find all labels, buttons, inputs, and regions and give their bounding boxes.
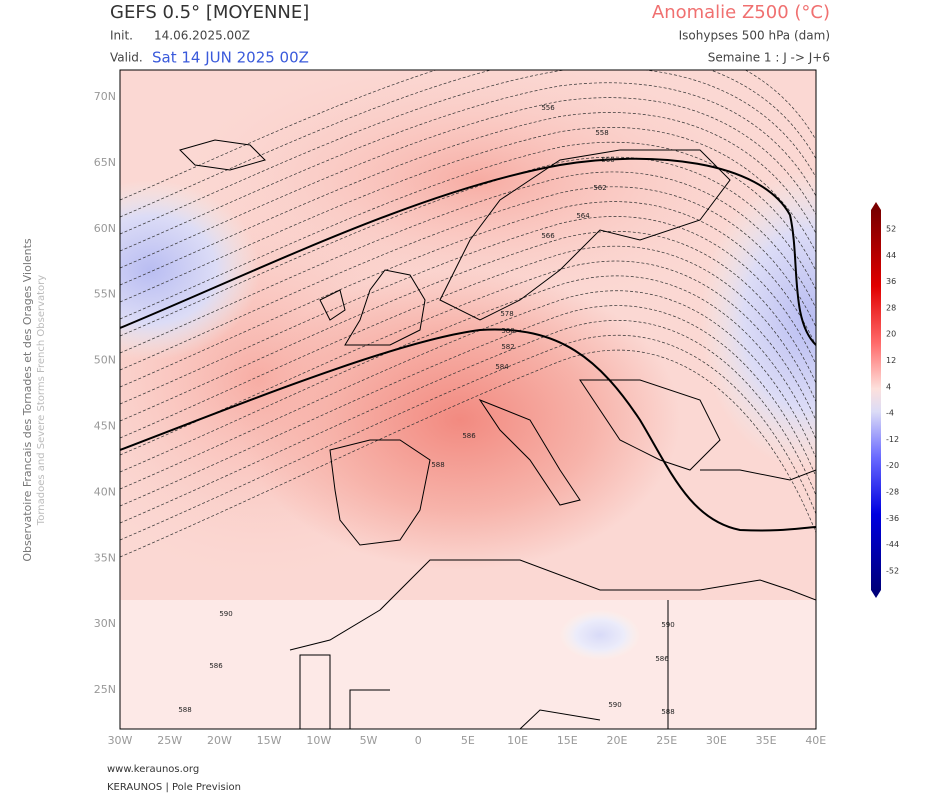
lon-label: 30W [108,734,133,747]
map [120,70,816,729]
contour-label: 590 [219,610,232,618]
contour-label: 590 [608,701,621,709]
lon-label: 35E [756,734,777,747]
lon-label: 15W [257,734,282,747]
isohypse [120,335,816,541]
init: 14.06.2025.00Z [154,29,250,43]
lon-label: 10E [507,734,528,747]
period: Semaine 1 : J -> J+6 [708,51,830,65]
lat-label: 45N [94,420,116,433]
isohypse [120,171,816,354]
lon-label: 10W [306,734,331,747]
isohypse [120,290,816,490]
isohypse [120,216,816,405]
init-label: Init. [110,29,133,43]
isohypse [120,320,816,524]
isohypse [120,245,816,439]
side-text: Observatoire Francais des Tornades et de… [21,238,34,562]
lat-label: 70N [94,90,116,103]
contour-label: 558 [595,129,608,137]
isohypse [120,156,816,337]
colorbar-label: 12 [886,356,896,365]
lon-label: 25E [656,734,677,747]
colorbar-label: 52 [886,225,896,234]
contour-label: 584 [495,363,509,371]
isohypse [120,349,816,558]
colorbar [871,210,881,590]
colorbar-label: 44 [886,251,896,260]
map-frame [119,69,817,730]
isohypse [120,82,816,252]
lon-label: 15E [557,734,578,747]
isohypse [120,230,816,422]
contour-label: 562 [593,184,606,192]
colorbar-label: -12 [886,435,899,444]
contour-label: 586 [462,432,476,440]
contour-label: 586 [209,662,223,670]
lon-label: 20W [207,734,232,747]
valid-label: Valid. [110,51,143,65]
isohypse [120,260,816,456]
lat-label: 60N [94,222,116,235]
lon-label: 5W [360,734,378,747]
lat-label: 25N [94,683,116,696]
lat-label: 65N [94,156,116,169]
isohypse [120,141,816,320]
lon-label: 5E [461,734,475,747]
colorbar-label: -4 [886,409,894,418]
colorbar-label: -20 [886,461,899,470]
isohypse [120,97,816,269]
contour-label: 578 [500,310,513,318]
product: Anomalie Z500 (°C) [652,2,830,23]
contour-label: 556 [541,104,555,112]
colorbar-label: 4 [886,382,891,391]
lon-label: 0 [415,734,422,747]
lon-label: 25W [157,734,182,747]
contour-label: 566 [541,232,555,240]
footer-site: www.keraunos.org [107,764,199,775]
contour-label: 580 [501,327,514,335]
isohypse [120,70,816,218]
isohypse [120,186,816,371]
contour-label: 564 [576,212,590,220]
lon-label: 40E [805,734,826,747]
isohypse [120,201,816,388]
contours: Isohypses 500 hPa (dam) [679,29,830,43]
contour-label: 582 [501,343,514,351]
colorbar-label: -36 [886,514,899,523]
colorbar-label: -28 [886,488,899,497]
lat-label: 35N [94,551,116,564]
lon-label: 20E [607,734,628,747]
title: GEFS 0.5° [MOYENNE] [110,2,309,23]
contour-label: 588 [178,706,191,714]
contour-label: 560 [601,156,614,164]
footer-credit: KERAUNOS | Pole Prevision [107,782,241,793]
valid: Sat 14 JUN 2025 00Z [152,49,309,67]
lat-label: 40N [94,485,116,498]
isohypse [120,275,816,473]
contour-label: 588 [431,461,444,469]
colorbar-label: -52 [886,566,899,575]
isohypse [120,112,816,286]
contour-label: 586 [655,655,669,663]
isohypse [120,70,816,201]
lon-label: 30E [706,734,727,747]
colorbar-label: 20 [886,330,896,339]
contour-label: 590 [661,621,674,629]
lat-label: 50N [94,354,116,367]
colorbar-label: -44 [886,540,899,549]
contour-label: 588 [661,708,674,716]
colorbar-label: 36 [886,277,896,286]
side-text: Tornadoes and Severe Storms French Obser… [36,275,47,526]
lat-label: 30N [94,617,116,630]
lat-label: 55N [94,288,116,301]
isohypse [120,70,816,235]
colorbar-label: 28 [886,303,896,312]
isohypse [120,127,816,303]
